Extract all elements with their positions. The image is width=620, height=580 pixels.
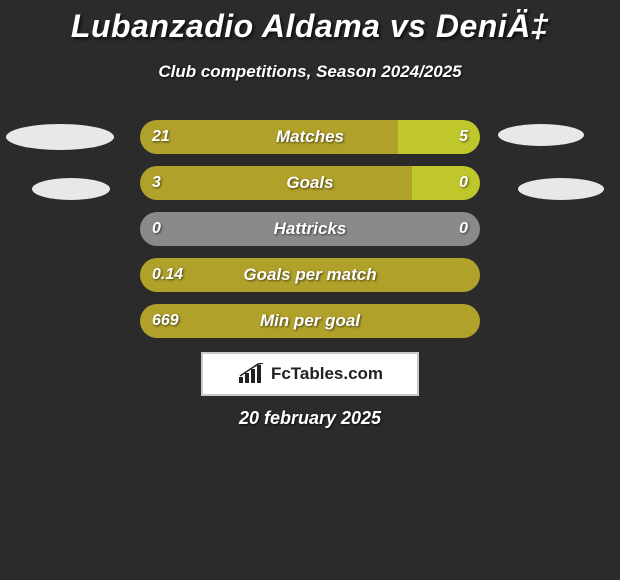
stat-row-goals-per-match: 0.14 Goals per match: [140, 258, 480, 292]
stat-bar-right: [412, 166, 480, 200]
page-subtitle: Club competitions, Season 2024/2025: [0, 62, 620, 82]
chart-icon: [237, 363, 265, 385]
comparison-card: Lubanzadio Aldama vs DeniÄ‡ Club competi…: [0, 0, 620, 580]
bars-container: 21 5 Matches 3 0 Goals 0 0 Hattricks 0.1…: [140, 120, 480, 350]
date-label: 20 february 2025: [0, 408, 620, 429]
stat-row-goals: 3 0 Goals: [140, 166, 480, 200]
page-title: Lubanzadio Aldama vs DeniÄ‡: [0, 8, 620, 45]
stat-bar-left: [140, 258, 480, 292]
stat-bar-left: [140, 166, 412, 200]
stat-bar-right: [398, 120, 480, 154]
stat-bar-left: [140, 120, 398, 154]
stat-row-hattricks: 0 0 Hattricks: [140, 212, 480, 246]
decor-ellipse: [518, 178, 604, 200]
stat-row-min-per-goal: 669 Min per goal: [140, 304, 480, 338]
decor-ellipse: [498, 124, 584, 146]
brand-text: FcTables.com: [271, 364, 383, 384]
decor-ellipse: [32, 178, 110, 200]
stat-bar-left: [140, 212, 480, 246]
stat-bar-left: [140, 304, 480, 338]
brand-badge: FcTables.com: [201, 352, 419, 396]
decor-ellipse: [6, 124, 114, 150]
stat-row-matches: 21 5 Matches: [140, 120, 480, 154]
